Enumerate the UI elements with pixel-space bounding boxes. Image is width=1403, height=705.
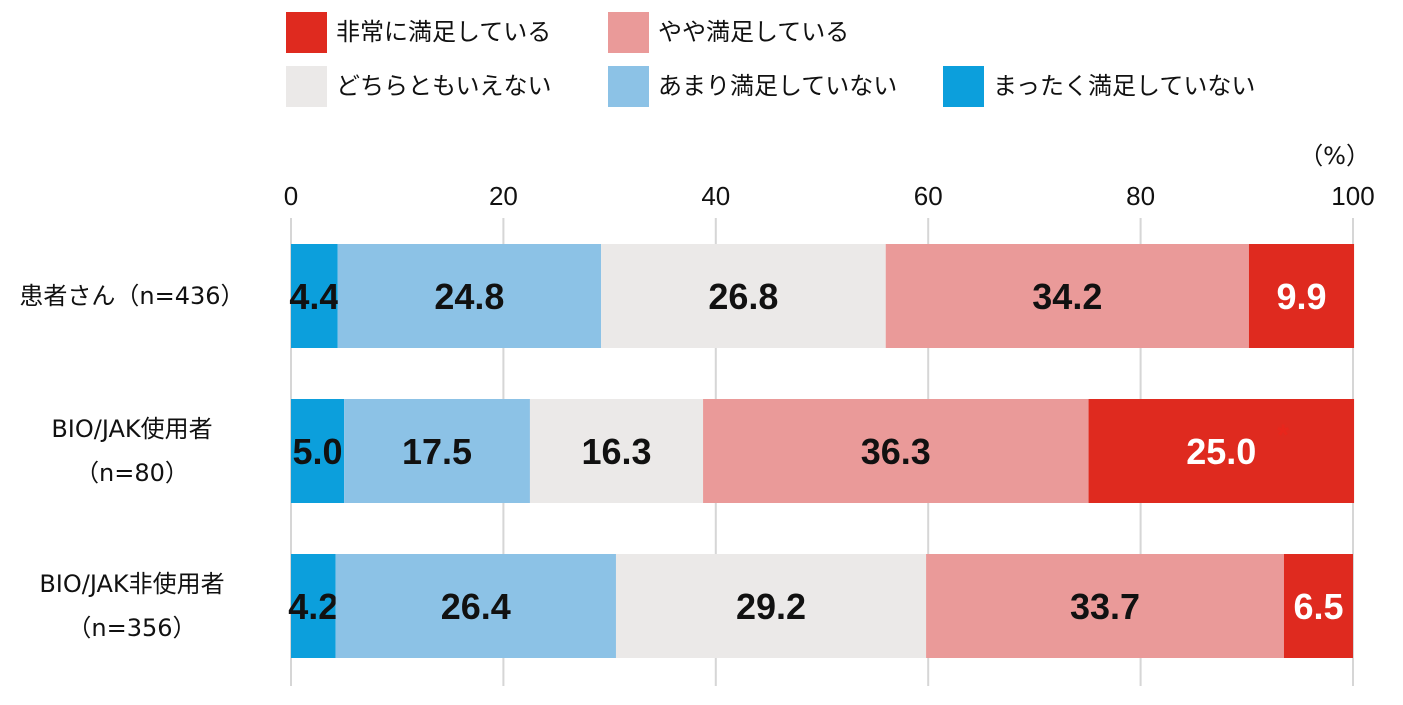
bar-segment-1-0 <box>291 399 345 503</box>
bar-segment-1-2 <box>529 399 704 503</box>
unit-label: （%） <box>1299 142 1370 170</box>
data-label-0-4: 9.9 <box>1276 276 1326 317</box>
category-label-1-1: （n=80） <box>75 459 189 487</box>
data-label-1-0: 5.0 <box>293 431 343 472</box>
bars: 4.4 24.8 26.8 34.2 9.9 5.0 17.5 16.3 36.3 25.0 * 4.… <box>288 244 1355 658</box>
data-label-2-0: 4.2 <box>288 586 338 627</box>
legend-swatch-0 <box>286 12 327 53</box>
legend-swatch-3 <box>608 66 649 107</box>
legend-swatch-1 <box>608 12 649 53</box>
bar-segment-2-4 <box>1283 554 1353 658</box>
data-label-1-1: 17.5 <box>402 431 472 472</box>
category-label-1-0: BIO/JAK使用者 <box>51 415 212 443</box>
category-label-0-0: 患者さん（n=436） <box>19 282 244 310</box>
bar-segment-2-1 <box>335 554 616 658</box>
legend-label-3: あまり満足していない <box>658 72 897 100</box>
legend-swatch-4 <box>943 66 984 107</box>
legend-label-1: やや満足している <box>658 18 849 46</box>
data-label-0-1: 24.8 <box>434 276 504 317</box>
category-label-2-0: BIO/JAK非使用者 <box>39 570 224 598</box>
legend-label-2: どちらともいえない <box>336 72 552 100</box>
tick-label-2: 40 <box>701 181 730 211</box>
bar-segment-0-2 <box>601 244 886 348</box>
data-label-0-3: 34.2 <box>1032 276 1102 317</box>
x-axis-ticks: 0 20 40 60 80 100 <box>284 181 1375 211</box>
tick-label-5: 100 <box>1331 181 1374 211</box>
tick-label-3: 60 <box>914 181 943 211</box>
legend-label-0: 非常に満足している <box>336 18 551 46</box>
data-label-1-3: 36.3 <box>861 431 931 472</box>
legend-swatch-2 <box>286 66 327 107</box>
data-label-2-4: 6.5 <box>1293 586 1343 627</box>
data-label-2-2: 29.2 <box>736 586 806 627</box>
bar-segment-2-2 <box>615 554 927 658</box>
data-label-0-0: 4.4 <box>289 276 339 317</box>
tick-label-4: 80 <box>1126 181 1155 211</box>
bar-segment-2-0 <box>291 554 336 658</box>
data-label-1-2: 16.3 <box>581 431 651 472</box>
bar-segment-1-4 <box>1088 399 1355 503</box>
bar-segment-0-1 <box>337 244 602 348</box>
bar-segment-0-4 <box>1248 244 1355 348</box>
data-label-2-3: 33.7 <box>1070 586 1140 627</box>
data-label-2-1: 26.4 <box>441 586 511 627</box>
bar-segment-1-1 <box>344 399 530 503</box>
tick-label-1: 20 <box>489 181 518 211</box>
bar-segment-1-3 <box>703 399 1089 503</box>
bar-segment-2-3 <box>926 554 1284 658</box>
data-label-0-2: 26.8 <box>708 276 778 317</box>
bar-segment-0-3 <box>885 244 1249 348</box>
significance-asterisk: * <box>1277 419 1289 452</box>
legend-label-4: まったく満足していない <box>993 72 1255 100</box>
data-label-1-4: 25.0 <box>1186 431 1256 472</box>
category-labels: 患者さん（n=436） BIO/JAK使用者 （n=80） BIO/JAK非使用者 （n… <box>19 282 244 642</box>
bar-segment-0-0 <box>291 244 338 348</box>
tick-label-0: 0 <box>284 181 298 211</box>
category-label-2-1: （n=356） <box>67 614 196 642</box>
